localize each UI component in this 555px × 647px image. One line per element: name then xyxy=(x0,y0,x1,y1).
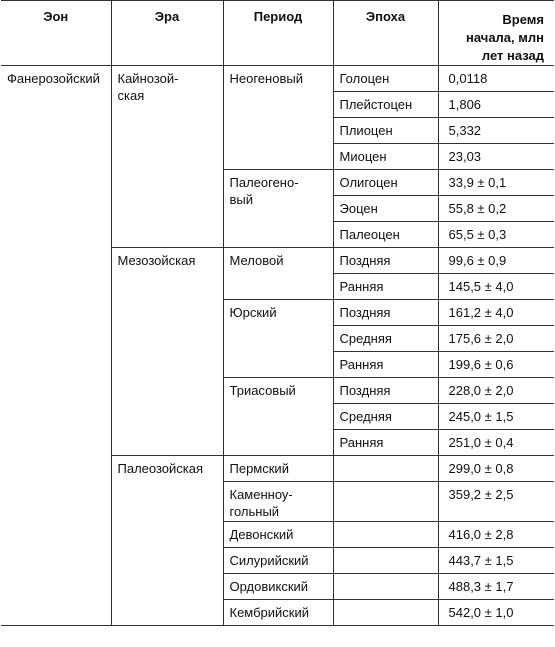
period-neogene: Неогеновый xyxy=(222,65,334,170)
epoch-cell: Средняя xyxy=(332,403,439,430)
epoch-cell xyxy=(332,481,439,522)
period-cretaceous: Меловой xyxy=(222,247,334,300)
epoch-cell: Плиоцен xyxy=(332,117,439,144)
table-row: Триасовый Поздняя 228,0 ± 2,0 xyxy=(1,377,554,456)
table-row: Юрский Поздняя 161,2 ± 4,0 xyxy=(1,299,554,378)
time-cell: 1,806 xyxy=(437,91,554,118)
epoch-cell: Поздняя xyxy=(332,377,439,404)
table-row: Миоцен 23,03 xyxy=(1,143,554,170)
time-cell: 145,5 ± 4,0 xyxy=(437,273,554,300)
header-time-line3: лет назад xyxy=(481,48,544,63)
period-paleogene: Палеогено- вый xyxy=(222,169,334,248)
table-row: Мезозойская Меловой Поздняя 99,6 ± 0,9 xyxy=(1,247,554,456)
time-cell: 175,6 ± 2,0 xyxy=(437,325,554,352)
epoch-cell: Поздняя xyxy=(332,247,439,274)
epoch-cell: Ранняя xyxy=(332,273,439,300)
time-cell: 23,03 xyxy=(437,143,554,170)
time-cell: 443,7 ± 1,5 xyxy=(437,547,554,574)
time-cell: 359,2 ± 2,5 xyxy=(437,481,554,522)
period-silurian: Силурийский xyxy=(222,547,334,574)
epoch-cell: Олигоцен xyxy=(332,169,439,196)
period-cambrian: Кембрийский xyxy=(222,599,334,626)
period-ordovician: Ордовикский xyxy=(222,573,334,600)
header-eon: Эон xyxy=(1,0,112,66)
time-cell: 245,0 ± 1,5 xyxy=(437,403,554,430)
epoch-cell: Ранняя xyxy=(332,429,439,456)
epoch-cell xyxy=(332,455,439,482)
time-cell: 33,9 ± 0,1 xyxy=(437,169,554,196)
header-time-line1: Время xyxy=(502,12,544,27)
header-epoch: Эпоха xyxy=(332,0,439,66)
period-devonian: Девонский xyxy=(222,521,334,548)
period-jurassic: Юрский xyxy=(222,299,334,378)
epoch-cell xyxy=(332,573,439,600)
table-row: Плейстоцен 1,806 xyxy=(1,91,554,118)
table-row: Каменноу- гольный 359,2 ± 2,5 xyxy=(1,481,554,522)
table-row: Ранняя 199,6 ± 0,6 xyxy=(1,351,554,378)
table-row: Кембрийский 542,0 ± 1,0 xyxy=(1,599,554,626)
epoch-cell xyxy=(332,521,439,548)
period-permian: Пермский xyxy=(222,455,334,482)
epoch-cell: Средняя xyxy=(332,325,439,352)
time-cell: 542,0 ± 1,0 xyxy=(437,599,554,626)
era-mesozoic: Мезозойская xyxy=(110,247,224,456)
epoch-cell: Миоцен xyxy=(332,143,439,170)
header-time-line2: начала, млн xyxy=(466,30,544,45)
eon-cell: Фанерозойский xyxy=(1,65,112,626)
table-row: Силурийский 443,7 ± 1,5 xyxy=(1,547,554,574)
geologic-time-table: Эон Эра Период Эпоха Время начала, млн л… xyxy=(1,0,554,626)
table-row: Фанерозойский Кайнозой- ская Неогеновый … xyxy=(1,65,554,626)
table-row: Палеозойская Пермский 299,0 ± 0,8 xyxy=(1,455,554,626)
time-cell: 251,0 ± 0,4 xyxy=(437,429,554,456)
period-triassic: Триасовый xyxy=(222,377,334,456)
time-cell: 5,332 xyxy=(437,117,554,144)
header-time: Время начала, млн лет назад xyxy=(437,0,554,66)
time-cell: 416,0 ± 2,8 xyxy=(437,521,554,548)
time-cell: 99,6 ± 0,9 xyxy=(437,247,554,274)
era-paleozoic: Палеозойская xyxy=(110,455,224,626)
period-carboniferous: Каменноу- гольный xyxy=(222,481,334,522)
time-cell: 55,8 ± 0,2 xyxy=(437,195,554,222)
epoch-cell: Голоцен xyxy=(332,65,439,92)
header-row: Эон Эра Период Эпоха Время начала, млн л… xyxy=(1,0,554,66)
time-cell: 161,2 ± 4,0 xyxy=(437,299,554,326)
table-row: Эоцен 55,8 ± 0,2 xyxy=(1,195,554,222)
table-row: Палеогено- вый Олигоцен 33,9 ± 0,1 xyxy=(1,169,554,248)
epoch-cell: Палеоцен xyxy=(332,221,439,248)
epoch-cell: Плейстоцен xyxy=(332,91,439,118)
time-cell: 65,5 ± 0,3 xyxy=(437,221,554,248)
table-row: Ордовикский 488,3 ± 1,7 xyxy=(1,573,554,600)
time-cell: 228,0 ± 2,0 xyxy=(437,377,554,404)
time-cell: 299,0 ± 0,8 xyxy=(437,455,554,482)
epoch-cell: Ранняя xyxy=(332,351,439,378)
table-row: Девонский 416,0 ± 2,8 xyxy=(1,521,554,548)
epoch-cell xyxy=(332,599,439,626)
epoch-cell: Поздняя xyxy=(332,299,439,326)
header-period: Период xyxy=(222,0,334,66)
era-cenozoic: Кайнозой- ская xyxy=(110,65,224,248)
epoch-cell: Эоцен xyxy=(332,195,439,222)
epoch-cell xyxy=(332,547,439,574)
time-cell: 488,3 ± 1,7 xyxy=(437,573,554,600)
time-cell: 199,6 ± 0,6 xyxy=(437,351,554,378)
header-era: Эра xyxy=(110,0,224,66)
table-row: Ранняя 145,5 ± 4,0 xyxy=(1,273,554,300)
time-cell: 0,0118 xyxy=(437,65,554,92)
table-row: Средняя 245,0 ± 1,5 xyxy=(1,403,554,430)
